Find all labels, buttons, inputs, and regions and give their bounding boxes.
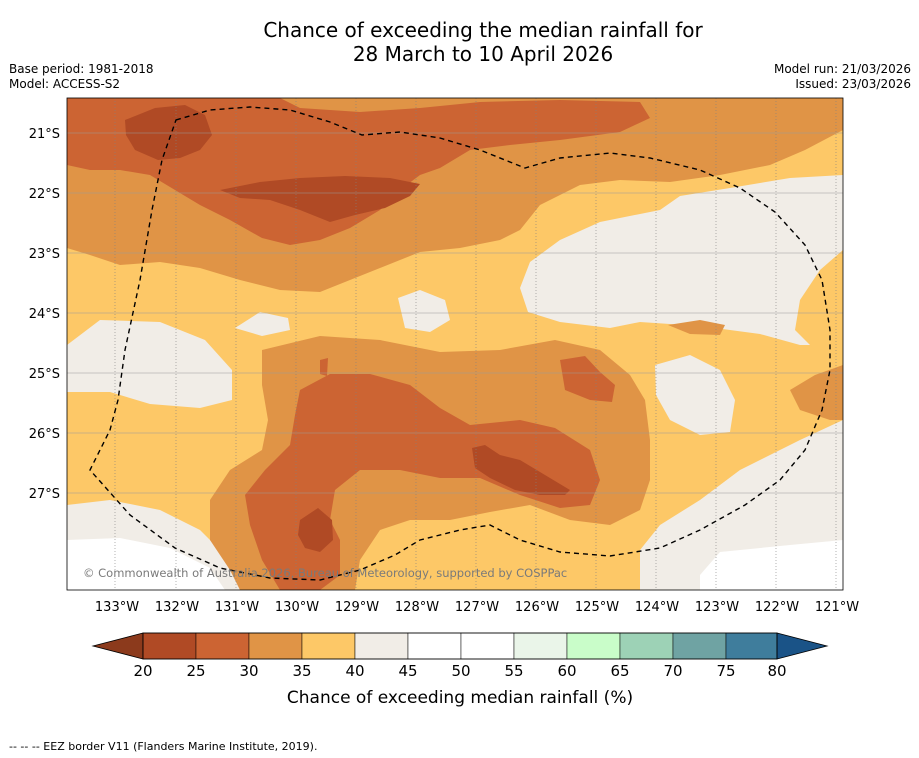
colorbar-tick-45: 45: [398, 662, 417, 680]
colorbar-tick-65: 65: [610, 662, 629, 680]
colorbar-label: Chance of exceeding median rainfall (%): [287, 688, 633, 708]
colorbar-ticks: 20 25 30 35 40 45 50 55 60 65 70 75 80: [133, 662, 786, 680]
lon-label-123: 123°W: [695, 600, 739, 615]
colorbar-tick-20: 20: [133, 662, 152, 680]
field-25-30-tiny: [320, 358, 328, 376]
eez-legend-note: -- -- -- EEZ border V11 (Flanders Marine…: [9, 740, 318, 753]
title-line-2: 28 March to 10 April 2026: [352, 42, 614, 66]
colorbar-tick-30: 30: [239, 662, 258, 680]
colorbar-tick-35: 35: [292, 662, 311, 680]
lat-label-25: 25°S: [29, 367, 60, 382]
lon-label-130: 130°W: [275, 600, 319, 615]
gridlines: [67, 98, 843, 590]
colorbar-bin-7: [513, 632, 568, 660]
model-run: Model run: 21/03/2026: [773, 62, 911, 76]
lon-label-131: 131°W: [215, 600, 259, 615]
field-20-25-north-center: [220, 176, 420, 222]
colorbar-frame: [142, 632, 778, 660]
title-line-1: Chance of exceeding the median rainfall …: [263, 18, 703, 42]
colorbar-tick-75: 75: [716, 662, 735, 680]
field-40-45-islet-3: [655, 355, 735, 435]
field-45-55-southwest: [67, 538, 225, 590]
colorbar-bin-11: [725, 632, 778, 660]
plot-frame: [66, 97, 844, 591]
lon-label-126: 126°W: [515, 600, 559, 615]
field-25-30-southeast-blob: [560, 356, 615, 402]
lat-label-22: 22°S: [29, 187, 60, 202]
colorbar-bin-8: [566, 632, 621, 660]
lon-label-128: 128°W: [395, 600, 439, 615]
field-30-35-east-edge: [790, 365, 843, 420]
colorbar-tick-70: 70: [663, 662, 682, 680]
field-20-25-center: [472, 445, 570, 495]
lon-label-132: 132°W: [155, 600, 199, 615]
probability-field: [67, 98, 843, 590]
field-30-35-small-east: [668, 320, 725, 335]
base-period: Base period: 1981-2018: [9, 62, 154, 76]
lon-labels: 133°W 132°W 131°W 130°W 129°W 128°W 127°…: [95, 600, 859, 615]
lat-label-21: 21°S: [29, 127, 60, 142]
meta-right: Model run: 21/03/2026 Issued: 23/03/2026: [774, 62, 911, 92]
colorbar-bin-1: [195, 632, 250, 660]
colorbar: [91, 632, 829, 660]
field-20-25-south: [298, 508, 333, 552]
lon-label-129: 129°W: [335, 600, 379, 615]
colorbar-bin-5: [407, 632, 462, 660]
eez-border: [89, 106, 831, 581]
model-name: Model: ACCESS-S2: [9, 77, 121, 91]
field-25-30-north: [67, 98, 650, 245]
colorbar-bin-10: [672, 632, 727, 660]
lon-label-121: 121°W: [815, 600, 859, 615]
lat-label-24: 24°S: [29, 307, 60, 322]
colorbar-over-arrow: [776, 632, 829, 660]
colorbar-tick-40: 40: [345, 662, 364, 680]
field-40-45-west: [67, 320, 232, 408]
field-40-45-east: [520, 175, 843, 345]
issued-date: Issued: 23/03/2026: [795, 77, 911, 91]
colorbar-bin-9: [619, 632, 674, 660]
lon-label-127: 127°W: [455, 600, 499, 615]
field-40-45-islet-2: [235, 312, 290, 336]
colorbar-bin-2: [248, 632, 303, 660]
lon-label-133: 133°W: [95, 600, 139, 615]
copyright-note: © Commonwealth of Australia 2026, Bureau…: [83, 566, 567, 580]
colorbar-bin-6: [460, 632, 515, 660]
meta-left: Base period: 1981-2018 Model: ACCESS-S2: [9, 62, 154, 92]
field-40-45-islet-1: [398, 290, 450, 332]
lon-label-125: 125°W: [575, 600, 619, 615]
lat-label-23: 23°S: [29, 247, 60, 262]
colorbar-bin-0: [142, 632, 197, 660]
chart-title: Chance of exceeding the median rainfall …: [0, 18, 919, 66]
lat-labels: 21°S 22°S 23°S 24°S 25°S 26°S 27°S: [29, 127, 60, 502]
colorbar-tick-60: 60: [557, 662, 576, 680]
colorbar-tick-50: 50: [451, 662, 470, 680]
colorbar-tick-55: 55: [504, 662, 523, 680]
field-45-55-southeast: [700, 540, 843, 590]
lat-label-27: 27°S: [29, 487, 60, 502]
colorbar-under-arrow: [91, 632, 144, 660]
field-35-40-east-blob: [795, 250, 843, 352]
lon-label-124: 124°W: [635, 600, 679, 615]
colorbar-tick-80: 80: [767, 662, 786, 680]
lat-label-26: 26°S: [29, 427, 60, 442]
field-25-30-center: [245, 374, 600, 590]
colorbar-tick-25: 25: [186, 662, 205, 680]
field-20-25-northwest: [125, 105, 212, 160]
lon-label-122: 122°W: [755, 600, 799, 615]
colorbar-bin-3: [301, 632, 356, 660]
colorbar-bin-4: [354, 632, 409, 660]
